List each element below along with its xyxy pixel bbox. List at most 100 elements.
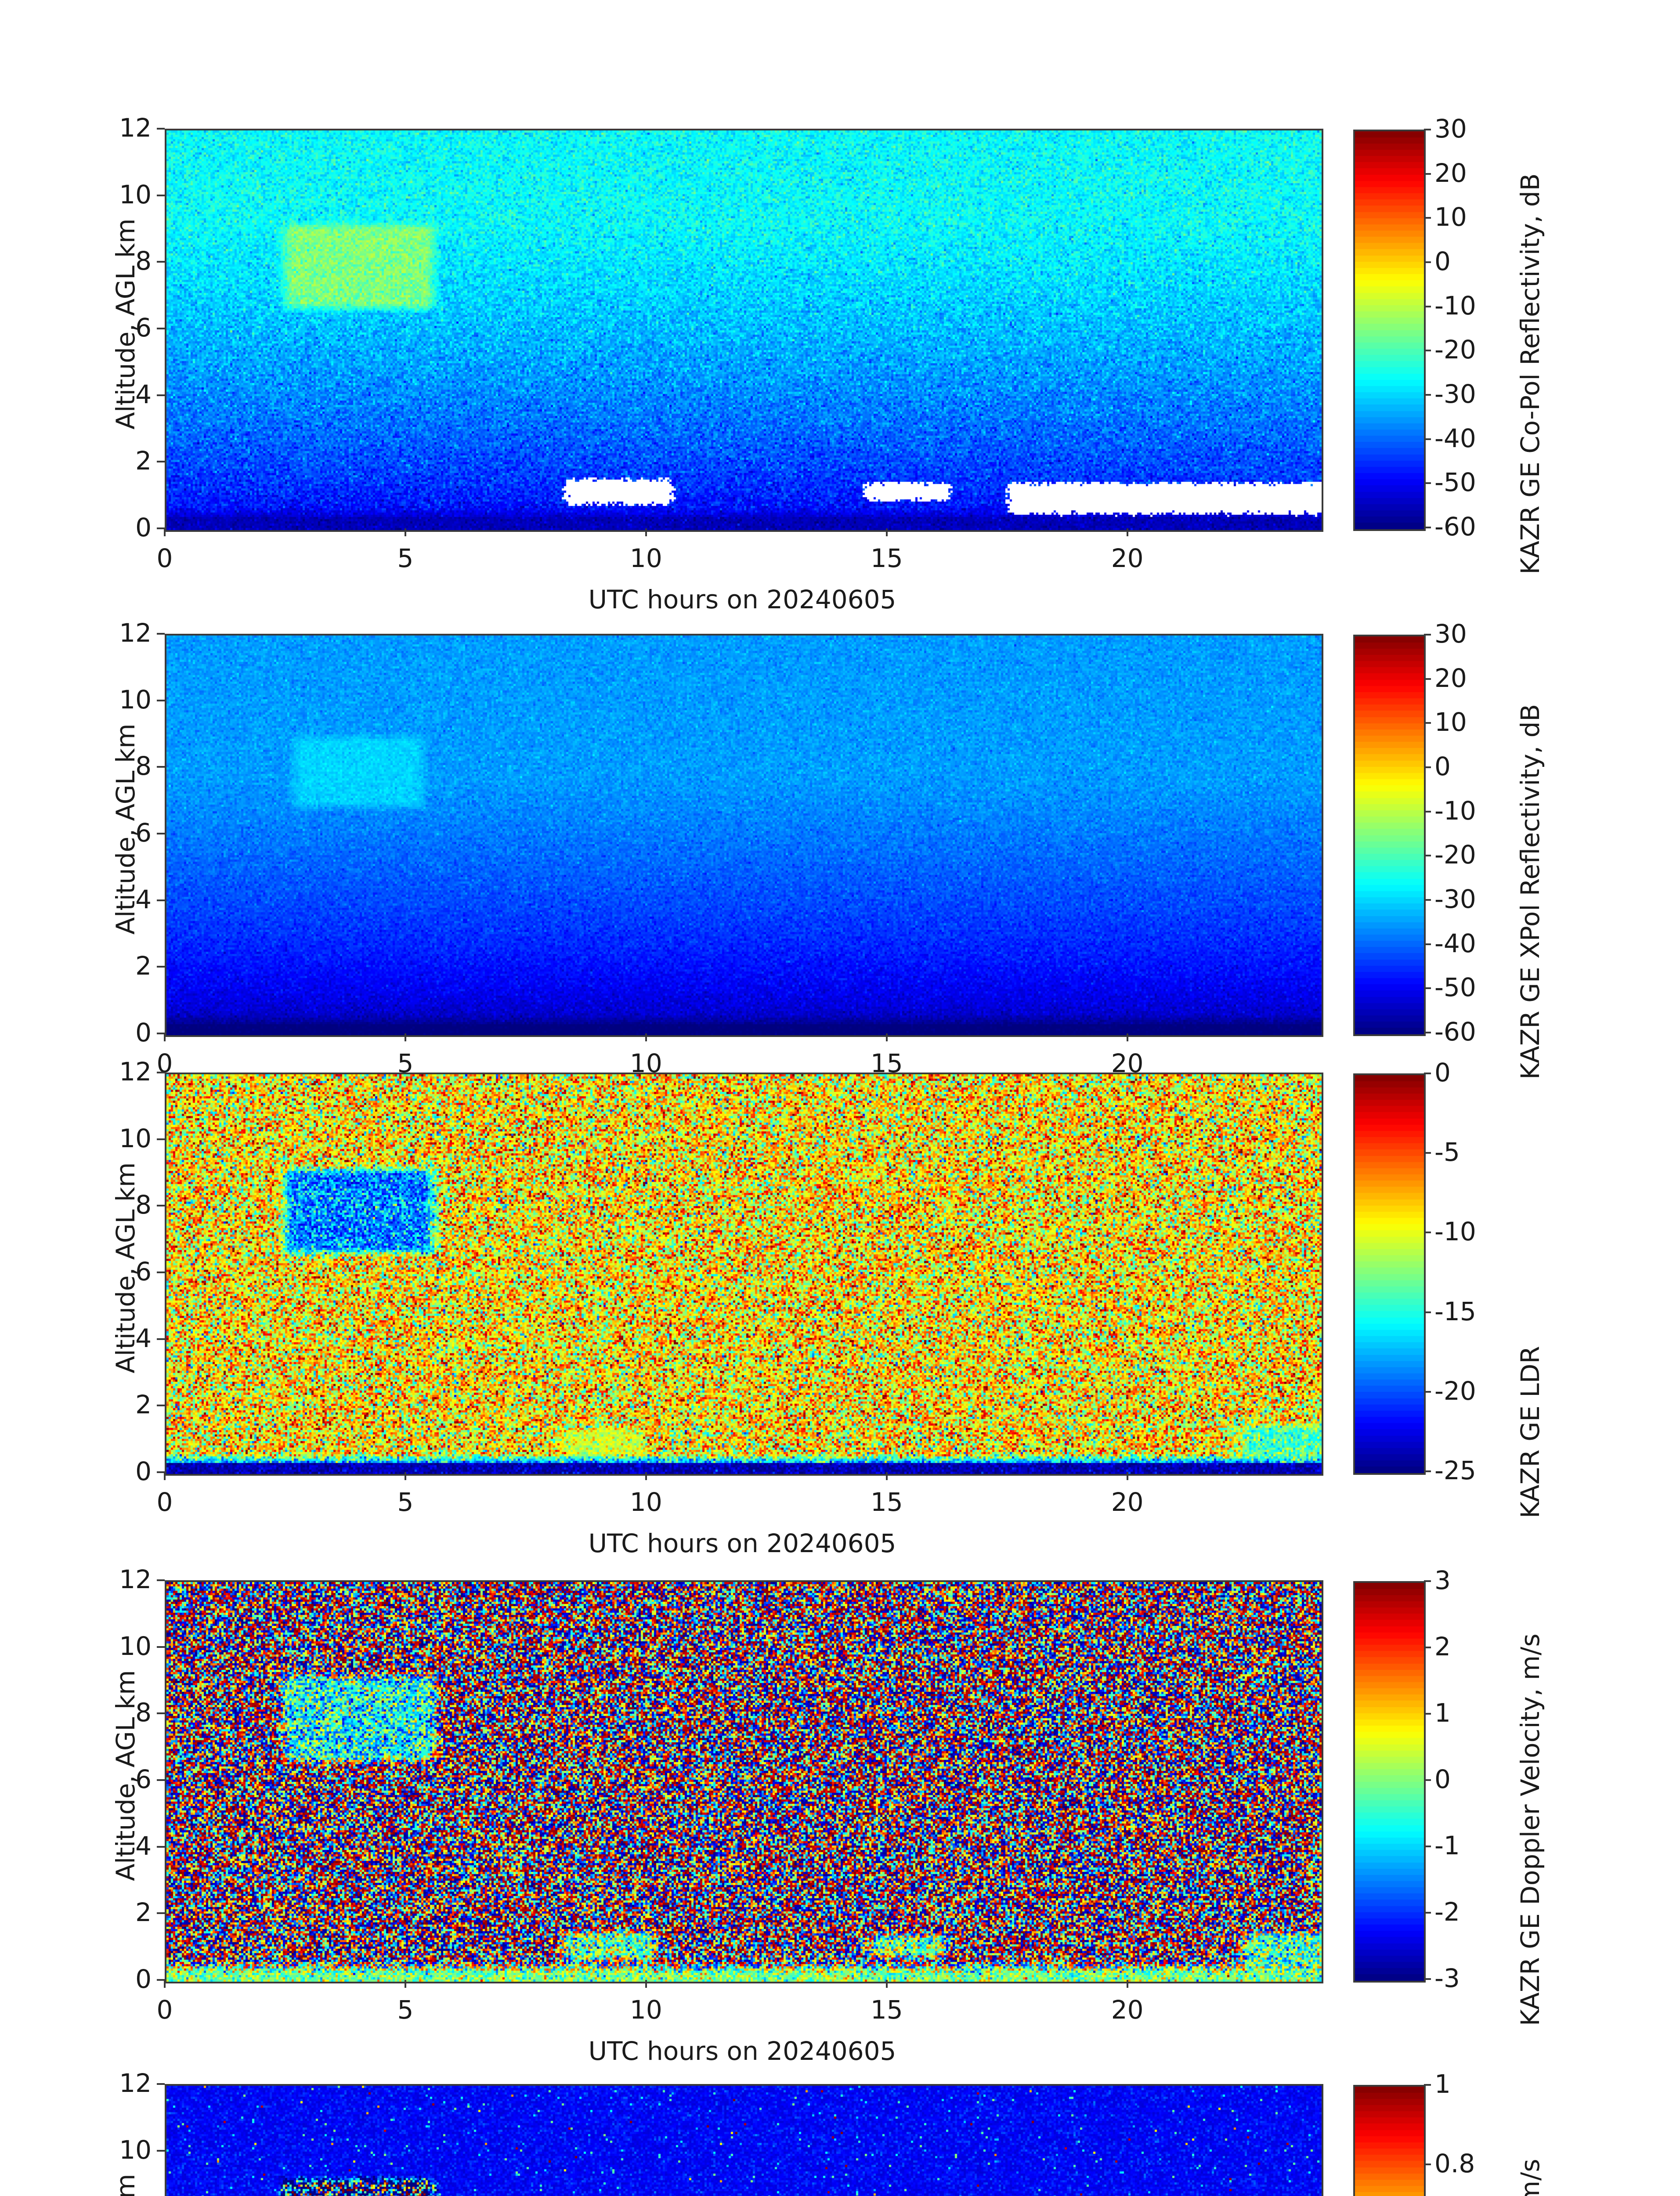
colorbar-tick-label: -25 xyxy=(1434,1456,1476,1485)
colorbar-tick-label: -30 xyxy=(1434,379,1476,409)
colorbar xyxy=(1353,635,1426,1036)
colorbar-tick-label: 3 xyxy=(1434,1565,1451,1595)
y-tickmark xyxy=(157,1405,165,1407)
x-tickmark xyxy=(885,1033,888,1041)
colorbar-tick-label: -50 xyxy=(1434,972,1476,1003)
y-tickmark xyxy=(157,1271,165,1273)
colorbar-tick-label: 10 xyxy=(1434,202,1467,232)
y-tick-label: 4 xyxy=(135,884,152,914)
y-tick-label: 10 xyxy=(119,1123,152,1153)
colorbar-tick-label: 0 xyxy=(1434,1764,1451,1794)
colorbar-tick-label: 0 xyxy=(1434,751,1451,781)
x-tickmark xyxy=(885,1980,888,1988)
colorbar-tickmark xyxy=(1424,1032,1431,1033)
colorbar-tickmark xyxy=(1424,1152,1431,1154)
x-tickmark xyxy=(1126,528,1128,536)
y-tickmark xyxy=(157,966,165,968)
x-tick-label: 0 xyxy=(156,1487,173,1517)
colorbar-tickmark xyxy=(1424,943,1431,945)
y-tickmark xyxy=(157,1579,165,1581)
y-tick-label: 4 xyxy=(135,1323,152,1353)
y-tickmark xyxy=(157,766,165,768)
y-tickmark xyxy=(157,1471,165,1473)
colorbar-tick-label: 1 xyxy=(1434,1698,1451,1728)
colorbar-tick-label: -2 xyxy=(1434,1897,1460,1927)
y-tick-label: 12 xyxy=(119,113,152,143)
heatmap-canvas xyxy=(166,1074,1322,1474)
colorbar-tickmark xyxy=(1424,1647,1431,1648)
y-tickmark xyxy=(157,1033,165,1034)
colorbar-tickmark xyxy=(1424,2084,1431,2086)
y-axis-label: Altitude, AGL km xyxy=(111,724,141,935)
y-tick-label: 8 xyxy=(135,1698,152,1728)
y-tickmark xyxy=(157,2149,165,2152)
colorbar-tickmark xyxy=(1424,1779,1431,1781)
y-tickmark xyxy=(157,833,165,834)
colorbar-tickmark xyxy=(1424,394,1431,396)
y-tick-label: 2 xyxy=(135,951,152,981)
x-tick-label: 0 xyxy=(156,1995,173,2025)
y-tick-label: 6 xyxy=(135,818,152,848)
x-tick-label: 10 xyxy=(629,1487,662,1517)
y-tickmark xyxy=(157,527,165,529)
y-tick-label: 2 xyxy=(135,1390,152,1420)
x-tick-label: 5 xyxy=(397,1995,414,2025)
colorbar-tick-label: -60 xyxy=(1434,1017,1476,1047)
colorbar-tickmark xyxy=(1424,1391,1431,1393)
x-tickmark xyxy=(645,1980,647,1988)
y-tick-label: 12 xyxy=(119,618,152,648)
plot-area-mean-doppler-velocity xyxy=(165,1580,1323,1983)
y-tickmark xyxy=(157,2083,165,2085)
colorbar-tick-label: 20 xyxy=(1434,158,1467,188)
colorbar-tick-label: -20 xyxy=(1434,1376,1476,1406)
x-tickmark xyxy=(1126,1033,1128,1041)
colorbar-tickmark xyxy=(1424,987,1431,990)
y-tickmark xyxy=(157,699,165,701)
colorbar-tick-label: 0 xyxy=(1434,246,1451,276)
x-tickmark xyxy=(1126,1472,1128,1480)
colorbar-gradient xyxy=(1355,636,1424,1034)
colorbar-tick-label: 30 xyxy=(1434,114,1467,144)
colorbar-tick-label: -10 xyxy=(1434,795,1476,826)
x-tickmark xyxy=(1126,1980,1128,1988)
colorbar-label: KAZR GE Co-Pol Reflectivity, dB xyxy=(1515,173,1545,574)
colorbar-tick-label: 1 xyxy=(1434,2069,1451,2099)
heatmap-canvas xyxy=(166,2086,1322,2196)
x-tickmark xyxy=(645,1472,647,1480)
colorbar-tickmark xyxy=(1424,2163,1431,2166)
y-tick-label: 0 xyxy=(135,1018,152,1047)
y-tickmark xyxy=(157,394,165,396)
colorbar-tickmark xyxy=(1424,1470,1431,1472)
colorbar-tickmark xyxy=(1424,1978,1431,1980)
y-tick-label: 4 xyxy=(135,1831,152,1861)
y-tickmark xyxy=(157,1072,165,1073)
x-tickmark xyxy=(404,1472,406,1480)
colorbar-tickmark xyxy=(1424,899,1431,901)
y-tickmark xyxy=(157,1846,165,1848)
x-tick-label: 15 xyxy=(870,1487,903,1517)
colorbar-gradient xyxy=(1355,1583,1424,1981)
x-tick-label: 5 xyxy=(397,543,414,573)
colorbar-tickmark xyxy=(1424,722,1431,724)
colorbar-tickmark xyxy=(1424,678,1431,680)
colorbar-gradient xyxy=(1355,2087,1424,2196)
colorbar-gradient xyxy=(1355,131,1424,529)
x-tickmark xyxy=(404,528,406,536)
y-tick-label: 6 xyxy=(135,313,152,343)
y-tick-label: 6 xyxy=(135,1764,152,1794)
x-tickmark xyxy=(164,528,166,536)
x-tickmark xyxy=(645,528,647,536)
x-tickmark xyxy=(164,1980,166,1988)
colorbar-tick-label: -50 xyxy=(1434,467,1476,498)
colorbar-tickmark xyxy=(1424,855,1431,857)
colorbar-tickmark xyxy=(1424,482,1431,484)
colorbar-tick-label: -30 xyxy=(1434,884,1476,914)
x-tickmark xyxy=(404,1980,406,1988)
x-tick-label: 5 xyxy=(397,1487,414,1517)
colorbar-tick-label: -20 xyxy=(1434,335,1476,365)
y-tick-label: 12 xyxy=(119,1057,152,1087)
colorbar-tick-label: 30 xyxy=(1434,619,1467,649)
colorbar xyxy=(1353,1581,1426,1983)
x-tick-label: 15 xyxy=(870,1995,903,2025)
colorbar-tick-label: -40 xyxy=(1434,423,1476,453)
